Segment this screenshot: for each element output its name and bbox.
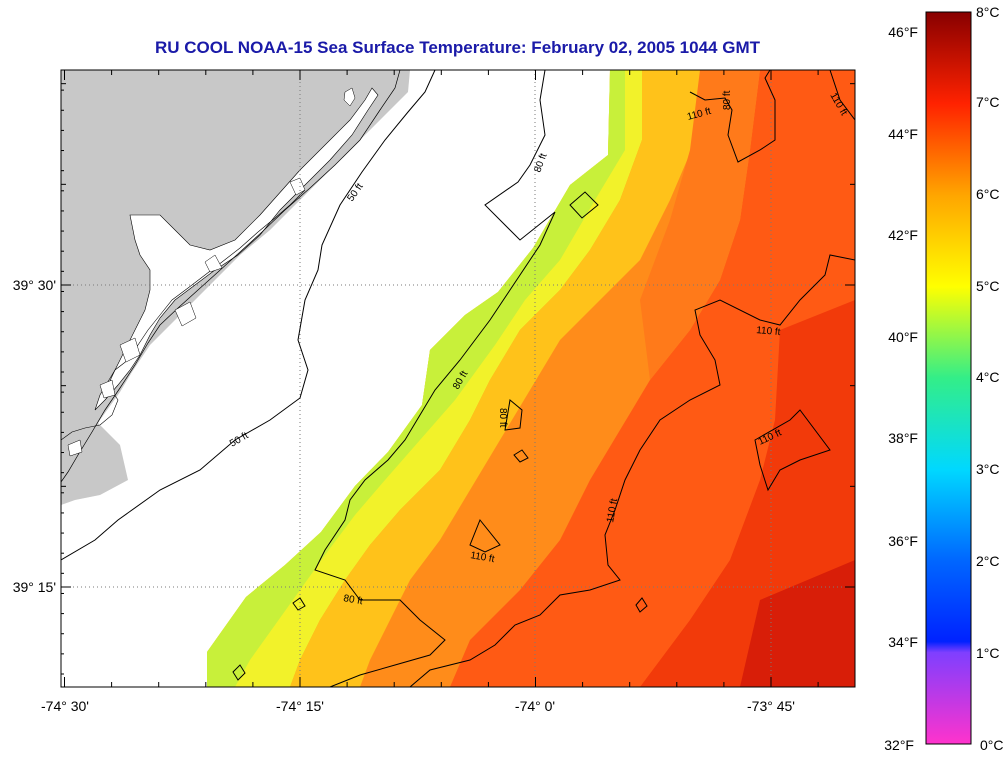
map-title: RU COOL NOAA-15 Sea Surface Temperature:… [155,38,760,57]
colorbar-c-label: 4°C [976,369,1000,385]
lat-tick-label: 39° 30' [13,277,56,293]
colorbar-f-label: 42°F [888,227,918,243]
sst-field [207,70,855,687]
axis-ticks [61,69,855,687]
lon-tick-label: -73° 45' [747,698,795,714]
contour-label: 80 ft [722,90,733,110]
land-mass [61,70,410,505]
contour-80ft [314,70,556,687]
contour-110ft-main [409,254,855,687]
colorbar-f-label: 32°F [884,737,914,753]
graticule [61,70,855,687]
barrier-island-coast [61,70,401,483]
marsh-island-2 [289,177,306,196]
colorbar-c-label: 1°C [976,645,1000,661]
marsh-island-5 [119,337,141,363]
marsh-island-1 [343,87,356,107]
sst-warm-north [640,70,760,380]
colorbar-c-label: 0°C [980,737,1004,753]
marsh-island-3 [204,254,223,273]
colorbar-c-label: 3°C [976,461,1000,477]
latitude-axis: 39° 30' 39° 15' [13,277,56,595]
contour-label: 110 ft [605,497,620,523]
back-bay-water [94,87,379,411]
contour-80ft-small-2 [569,191,599,219]
marsh-island-6 [99,379,116,399]
lon-tick-label: -74° 30' [41,698,89,714]
colorbar: 46°F 44°F 42°F 40°F 38°F 36°F 34°F 32°F … [884,4,1003,753]
colorbar-c-label: 5°C [976,278,1000,294]
colorbar-celsius-scale: 8°C 7°C 6°C 5°C 4°C 3°C 2°C 1°C 0°C [976,4,1004,753]
marsh-island-4 [174,301,197,327]
contour-50ft [61,70,436,561]
contour-110ft-north [689,70,776,163]
lon-tick-label: -74° 0' [515,698,555,714]
marsh-island-7 [67,439,83,457]
colorbar-c-label: 7°C [976,94,1000,110]
longitude-axis: -74° 30' -74° 15' -74° 0' -73° 45' [41,698,795,714]
contour-label: 80 ft [342,593,363,607]
sst-fringe [207,70,625,687]
colorbar-f-label: 34°F [888,634,918,650]
colorbar-c-label: 6°C [976,186,1000,202]
contour-80ft-small-3 [513,449,529,463]
colorbar-f-label: 40°F [888,329,918,345]
plot-frame [60,69,856,688]
colorbar-f-label: 44°F [888,126,918,142]
lon-tick-label: -74° 15' [276,698,324,714]
colorbar-gradient [925,11,972,745]
sst-hot-patch-se [740,560,855,687]
mainland-shoreline [61,189,306,441]
colorbar-f-label: 38°F [888,430,918,446]
contour-80ft-small-4 [292,597,306,611]
isobath-contours [61,70,855,687]
sst-mid-band [290,70,700,687]
map-plot-area: 50 ft 50 ft 80 ft 80 ft 80 ft 80 ft 80 f… [61,70,855,687]
colorbar-f-label: 36°F [888,533,918,549]
colorbar-f-label: 46°F [888,24,918,40]
contour-80ft-small-1 [504,399,523,431]
contour-label: 110 ft [756,325,781,338]
contour-label: 80 ft [497,408,508,428]
marsh-islands [67,87,356,457]
land-coastal-fringe [61,70,410,490]
contour-110ft-small-2 [635,597,648,613]
contour-label: 110 ft [469,550,495,565]
colorbar-c-label: 2°C [976,553,1000,569]
contour-110ft-loop [754,409,831,492]
colorbar-c-label: 8°C [976,4,1000,20]
contour-110ft-small [469,519,501,553]
contour-110ft-east [829,70,855,121]
contour-80ft-small-5 [232,664,246,681]
lat-tick-label: 39° 15' [13,579,56,595]
colorbar-fahrenheit-scale: 46°F 44°F 42°F 40°F 38°F 36°F 34°F 32°F [884,24,918,753]
